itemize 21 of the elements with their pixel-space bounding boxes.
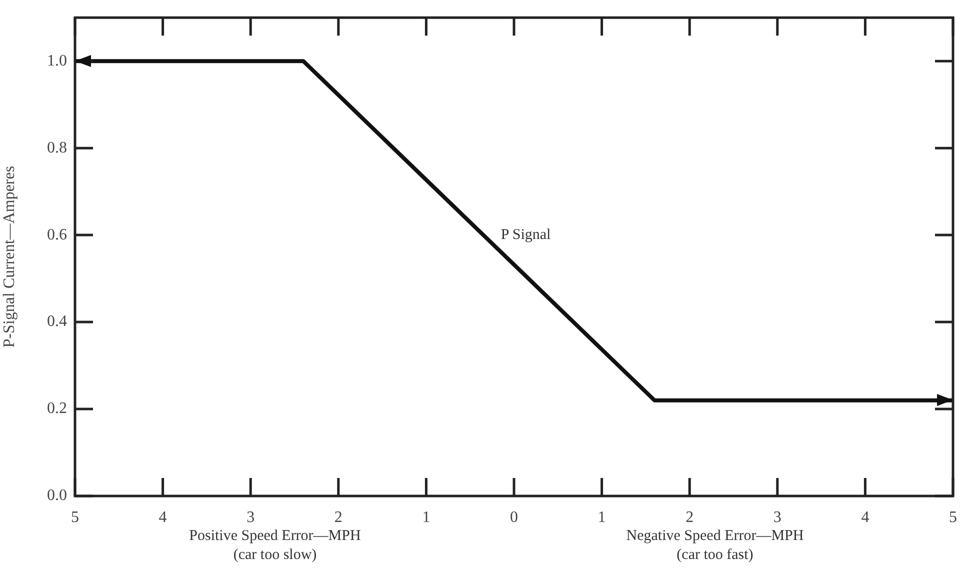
x-tick-label: 1 bbox=[598, 508, 606, 526]
y-tick-label: 0.6 bbox=[47, 226, 67, 244]
y-tick-label: 0.0 bbox=[47, 487, 67, 504]
annotation: P Signal bbox=[500, 227, 551, 244]
x-tick-label: 2 bbox=[334, 508, 342, 526]
y-tick-label: 0.8 bbox=[47, 139, 67, 156]
text: Negative Speed Error—MPH (car too fast) bbox=[625, 527, 805, 565]
x-tick-label: 2 bbox=[686, 508, 694, 526]
x-tick-label: 4 bbox=[861, 508, 870, 526]
x-tick-label: 1 bbox=[422, 508, 430, 526]
x-tick-label: 5 bbox=[71, 508, 79, 526]
y-axis-title: P-Signal Current—Amperes bbox=[0, 166, 18, 348]
x-tick-label: 5 bbox=[949, 508, 957, 526]
x-tick-label: 0 bbox=[510, 508, 518, 526]
text: Positive Speed Error—MPH (car too slow) bbox=[188, 527, 362, 565]
x-tick-label: 3 bbox=[773, 508, 782, 526]
y-tick-label: 0.2 bbox=[47, 400, 67, 418]
y-tick-label: 0.4 bbox=[47, 313, 67, 330]
x-tick-label: 4 bbox=[158, 508, 167, 526]
y-tick-label: 1.0 bbox=[47, 52, 67, 70]
x-tick-label: 3 bbox=[246, 508, 255, 526]
